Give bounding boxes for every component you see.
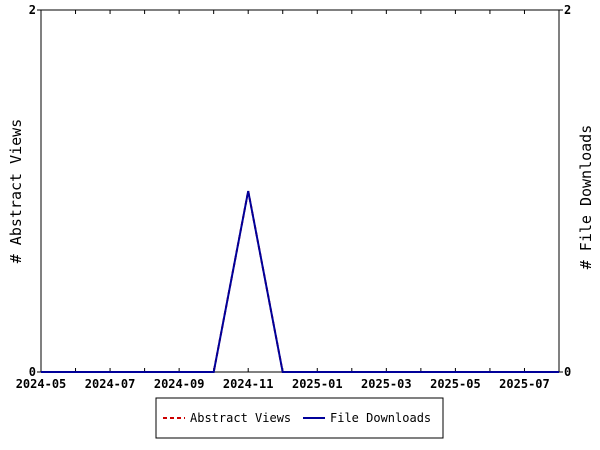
y-left-tick-label: 2	[29, 3, 36, 17]
x-tick-label: 2025-03	[361, 377, 412, 391]
x-tick-label: 2024-07	[85, 377, 136, 391]
x-tick-label: 2025-05	[430, 377, 481, 391]
series-line-file-downloads	[41, 190, 559, 373]
series-layer	[41, 190, 559, 373]
legend-label-file-downloads: File Downloads	[330, 411, 431, 425]
x-tick-label: 2024-05	[16, 377, 67, 391]
x-tick-label: 2025-07	[499, 377, 550, 391]
x-tick-label: 2024-11	[223, 377, 274, 391]
y-left-tick-label: 0	[29, 365, 36, 379]
y-axis-right-title: # File Downloads	[577, 125, 595, 270]
y-right-tick-label: 2	[564, 3, 571, 17]
x-tick-label: 2024-09	[154, 377, 205, 391]
plot-area	[40, 9, 560, 373]
x-tick-label: 2025-01	[292, 377, 343, 391]
legend: Abstract Views File Downloads	[155, 397, 444, 439]
y-right-tick-label: 0	[564, 365, 571, 379]
legend-label-abstract-views: Abstract Views	[190, 411, 291, 425]
legend-box	[155, 397, 444, 439]
y-axis-left-title: # Abstract Views	[7, 119, 25, 264]
